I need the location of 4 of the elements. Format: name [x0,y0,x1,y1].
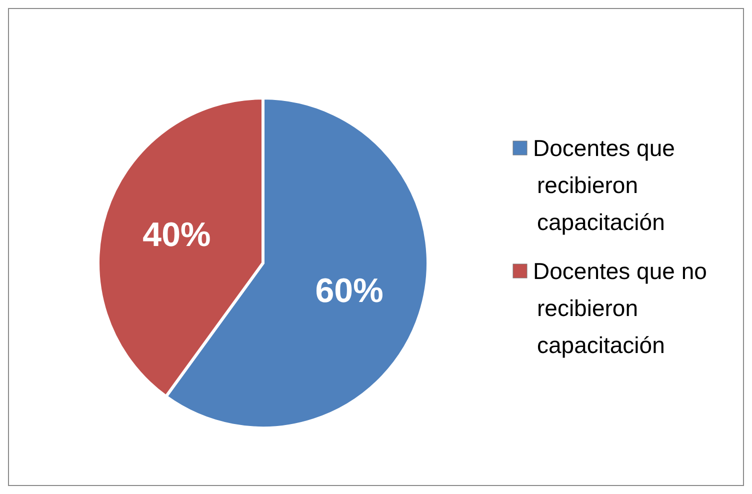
data-label: 40% [142,216,211,254]
data-label: 60% [315,272,384,310]
legend-label: Docentes que recibieron capacitación [533,135,675,235]
legend-label: Docentes que no recibieron capacitación [533,258,707,358]
